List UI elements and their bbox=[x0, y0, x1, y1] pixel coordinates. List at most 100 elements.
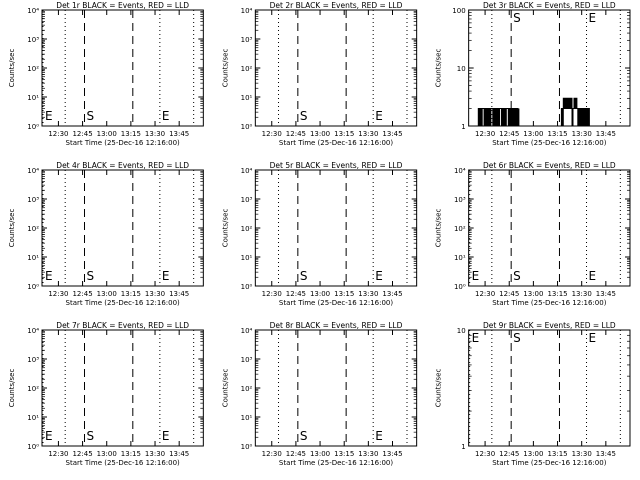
plot-frame bbox=[254, 329, 418, 447]
y-tick-label: 10⁴ bbox=[241, 167, 253, 175]
y-tick-label: 10¹ bbox=[241, 414, 253, 422]
marker-label: E bbox=[375, 429, 383, 443]
chart-panel-2: Det 2r BLACK = Events, RED = LLD 10⁰ 10¹ 10… bbox=[221, 1, 418, 147]
marker-label: S bbox=[513, 11, 521, 25]
y-tick-label: 10¹ bbox=[454, 254, 466, 262]
x-tick-label: 13:00 bbox=[97, 450, 117, 458]
x-axis-label: Start Time (25-Dec-16 12:16:00) bbox=[279, 139, 393, 147]
x-tick-label: 12:30 bbox=[262, 130, 282, 138]
x-tick-label: 13:15 bbox=[547, 450, 567, 458]
y-tick-label: 10⁴ bbox=[241, 7, 253, 15]
y-tick-label: 10² bbox=[241, 385, 253, 393]
x-tick-label: 12:45 bbox=[72, 130, 92, 138]
y-tick-label: 10² bbox=[27, 385, 39, 393]
marker-label: S bbox=[87, 429, 95, 443]
x-tick-label: 13:15 bbox=[547, 290, 567, 298]
y-tick-label: 10¹ bbox=[27, 94, 39, 102]
y-tick-label: 10¹ bbox=[27, 414, 39, 422]
chart-panel-6: Det 6r BLACK = Events, RED = LLD 10⁰ 10¹ 10… bbox=[435, 161, 631, 307]
marker-label: S bbox=[300, 269, 308, 283]
x-tick-label: 13:30 bbox=[572, 130, 592, 138]
x-tick-label: 12:45 bbox=[499, 130, 519, 138]
plot-frame bbox=[254, 9, 418, 127]
y-tick-label: 10 bbox=[457, 65, 466, 73]
y-tick-label: 10³ bbox=[27, 356, 39, 364]
y-axis-label: Counts/sec bbox=[8, 209, 16, 248]
x-axis-label: Start Time (25-Dec-16 12:16:00) bbox=[66, 459, 180, 467]
chart-panel-9: Det 9r BLACK = Events, RED = LLD 1 10 12:30… bbox=[435, 321, 631, 467]
chart-title: Det 5r BLACK = Events, RED = LLD bbox=[270, 161, 403, 170]
chart-panel-8: Det 8r BLACK = Events, RED = LLD 10⁰ 10¹ 10… bbox=[221, 321, 418, 467]
y-tick-label: 10⁰ bbox=[241, 123, 253, 131]
x-tick-label: 13:45 bbox=[382, 450, 402, 458]
x-tick-label: 13:45 bbox=[382, 130, 402, 138]
y-tick-label: 1 bbox=[461, 123, 465, 131]
marker-label: E bbox=[589, 11, 597, 25]
x-tick-label: 12:45 bbox=[499, 450, 519, 458]
x-tick-label: 13:45 bbox=[596, 450, 616, 458]
chart-panel-5: Det 5r BLACK = Events, RED = LLD 10⁰ 10¹ 10… bbox=[221, 161, 418, 307]
x-tick-label: 13:00 bbox=[310, 130, 330, 138]
x-tick-label: 13:15 bbox=[334, 290, 354, 298]
y-tick-label: 10⁰ bbox=[454, 283, 466, 291]
y-tick-label: 10⁴ bbox=[27, 327, 39, 335]
x-tick-label: 13:15 bbox=[334, 130, 354, 138]
chart-title: Det 3r BLACK = Events, RED = LLD bbox=[483, 1, 616, 10]
y-tick-label: 10⁰ bbox=[241, 443, 253, 451]
y-tick-label: 10³ bbox=[241, 196, 253, 204]
y-tick-label: 10² bbox=[241, 65, 253, 73]
x-tick-label: 13:30 bbox=[572, 290, 592, 298]
x-tick-label: 13:30 bbox=[358, 450, 378, 458]
chart-title: Det 9r BLACK = Events, RED = LLD bbox=[483, 321, 616, 330]
x-tick-label: 12:45 bbox=[72, 290, 92, 298]
y-tick-label: 10² bbox=[454, 225, 466, 233]
x-tick-label: 13:45 bbox=[382, 290, 402, 298]
marker-label: S bbox=[87, 109, 95, 123]
x-tick-label: 13:00 bbox=[523, 450, 543, 458]
y-tick-label: 10⁴ bbox=[454, 167, 466, 175]
chart-panel-1: Det 1r BLACK = Events, RED = LLD 10⁰ 10¹ 10… bbox=[8, 1, 204, 147]
chart-title: Det 1r BLACK = Events, RED = LLD bbox=[56, 1, 189, 10]
x-tick-label: 12:30 bbox=[48, 450, 68, 458]
x-tick-label: 12:30 bbox=[48, 130, 68, 138]
y-tick-label: 10³ bbox=[27, 36, 39, 44]
x-tick-label: 13:15 bbox=[334, 450, 354, 458]
marker-label: E bbox=[589, 269, 597, 283]
marker-label: E bbox=[589, 331, 597, 345]
y-tick-label: 10¹ bbox=[241, 94, 253, 102]
y-tick-label: 100 bbox=[452, 7, 465, 15]
x-tick-label: 13:30 bbox=[358, 290, 378, 298]
x-tick-label: 13:45 bbox=[169, 450, 189, 458]
x-tick-label: 13:30 bbox=[572, 450, 592, 458]
y-tick-label: 10² bbox=[241, 225, 253, 233]
x-tick-label: 13:00 bbox=[97, 130, 117, 138]
y-tick-label: 10⁴ bbox=[27, 7, 39, 15]
data-series bbox=[477, 108, 520, 127]
y-tick-label: 10⁰ bbox=[27, 283, 39, 291]
plot-frame bbox=[41, 329, 204, 447]
y-tick-label: 10² bbox=[27, 65, 39, 73]
marker-label: S bbox=[513, 269, 521, 283]
y-tick-label: 1 bbox=[461, 443, 465, 451]
marker-label: E bbox=[45, 109, 53, 123]
plot-frame bbox=[468, 329, 631, 447]
y-tick-label: 10¹ bbox=[27, 254, 39, 262]
chart-panel-7: Det 7r BLACK = Events, RED = LLD 10⁰ 10¹ 10… bbox=[8, 321, 204, 467]
marker-label: S bbox=[300, 429, 308, 443]
chart-title: Det 8r BLACK = Events, RED = LLD bbox=[270, 321, 403, 330]
y-tick-label: 10⁴ bbox=[27, 167, 39, 175]
y-tick-label: 10³ bbox=[27, 196, 39, 204]
y-axis-label: Counts/sec bbox=[221, 209, 229, 248]
x-tick-label: 12:45 bbox=[286, 290, 306, 298]
x-axis-label: Start Time (25-Dec-16 12:16:00) bbox=[492, 299, 606, 307]
x-tick-label: 13:30 bbox=[145, 450, 165, 458]
marker-label: E bbox=[45, 429, 53, 443]
marker-label: E bbox=[162, 109, 170, 123]
x-tick-label: 13:45 bbox=[596, 130, 616, 138]
chart-title: Det 6r BLACK = Events, RED = LLD bbox=[483, 161, 616, 170]
x-tick-label: 13:30 bbox=[358, 130, 378, 138]
x-tick-label: 13:45 bbox=[169, 130, 189, 138]
marker-label: S bbox=[513, 331, 521, 345]
x-axis-label: Start Time (25-Dec-16 12:16:00) bbox=[492, 459, 606, 467]
y-tick-label: 10⁰ bbox=[241, 283, 253, 291]
